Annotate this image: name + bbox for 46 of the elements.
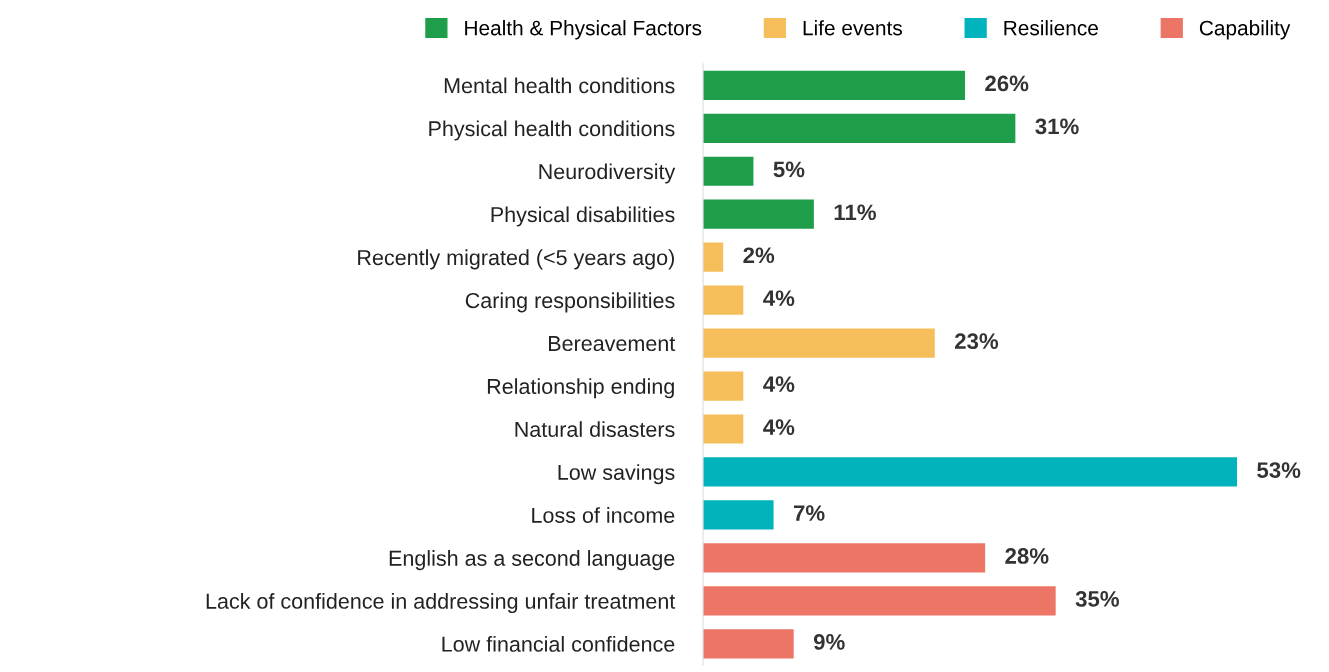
y-tick-label: English as a second language bbox=[389, 550, 675, 571]
y-tick-label: Relationship ending bbox=[487, 378, 674, 399]
y-tick-label: Recently migrated (<5 years ago) bbox=[358, 249, 674, 270]
data-label: 2% bbox=[743, 247, 775, 264]
y-tick-label: Bereavement bbox=[549, 336, 676, 352]
data-label: 28% bbox=[1005, 548, 1049, 564]
bar bbox=[703, 70, 965, 100]
legend-label: Resilience bbox=[1004, 20, 1098, 36]
y-tick-label: Loss of income bbox=[532, 507, 675, 523]
y-tick-label: Physical health conditions bbox=[429, 120, 675, 141]
bar bbox=[703, 328, 935, 358]
bar bbox=[703, 629, 794, 659]
data-label: 23% bbox=[954, 333, 999, 350]
data-label: 4% bbox=[763, 419, 795, 435]
y-tick-label: Low savings bbox=[558, 464, 675, 485]
y-tick-label: Lack of confidence in addressing unfair treatment bbox=[206, 593, 676, 614]
bar bbox=[703, 242, 724, 272]
bar bbox=[703, 199, 814, 229]
data-label: 11% bbox=[834, 204, 876, 221]
legend-label: Capability bbox=[1199, 20, 1291, 40]
bar bbox=[703, 586, 1056, 616]
bar bbox=[703, 113, 1016, 143]
y-tick-label: Caring responsibilities bbox=[465, 292, 675, 313]
data-label: 9% bbox=[813, 634, 845, 650]
bar bbox=[703, 457, 1238, 487]
bar bbox=[703, 285, 744, 315]
legend-label: Health & Physical Factors bbox=[465, 20, 702, 40]
bar bbox=[703, 543, 986, 573]
bar bbox=[703, 500, 774, 530]
y-tick-label: Neurodiversity bbox=[539, 163, 676, 184]
legend-label: Life events bbox=[803, 20, 902, 36]
data-label: 7% bbox=[793, 505, 825, 521]
data-label: 31% bbox=[1035, 118, 1079, 135]
data-label: 4% bbox=[763, 290, 795, 307]
bar bbox=[703, 414, 744, 444]
y-tick-label: Physical disabilities bbox=[491, 206, 675, 227]
y-tick-label: Mental health conditions bbox=[444, 77, 675, 94]
bar bbox=[703, 156, 754, 186]
y-tick-label: Natural disasters bbox=[515, 421, 675, 438]
data-label: 53% bbox=[1257, 462, 1301, 478]
data-label: 4% bbox=[763, 376, 795, 392]
y-tick-label: Low financial confidence bbox=[442, 636, 675, 652]
data-label: 35% bbox=[1075, 591, 1119, 607]
bar bbox=[703, 371, 744, 401]
data-label: 5% bbox=[773, 161, 805, 178]
data-label: 26% bbox=[985, 75, 1029, 92]
